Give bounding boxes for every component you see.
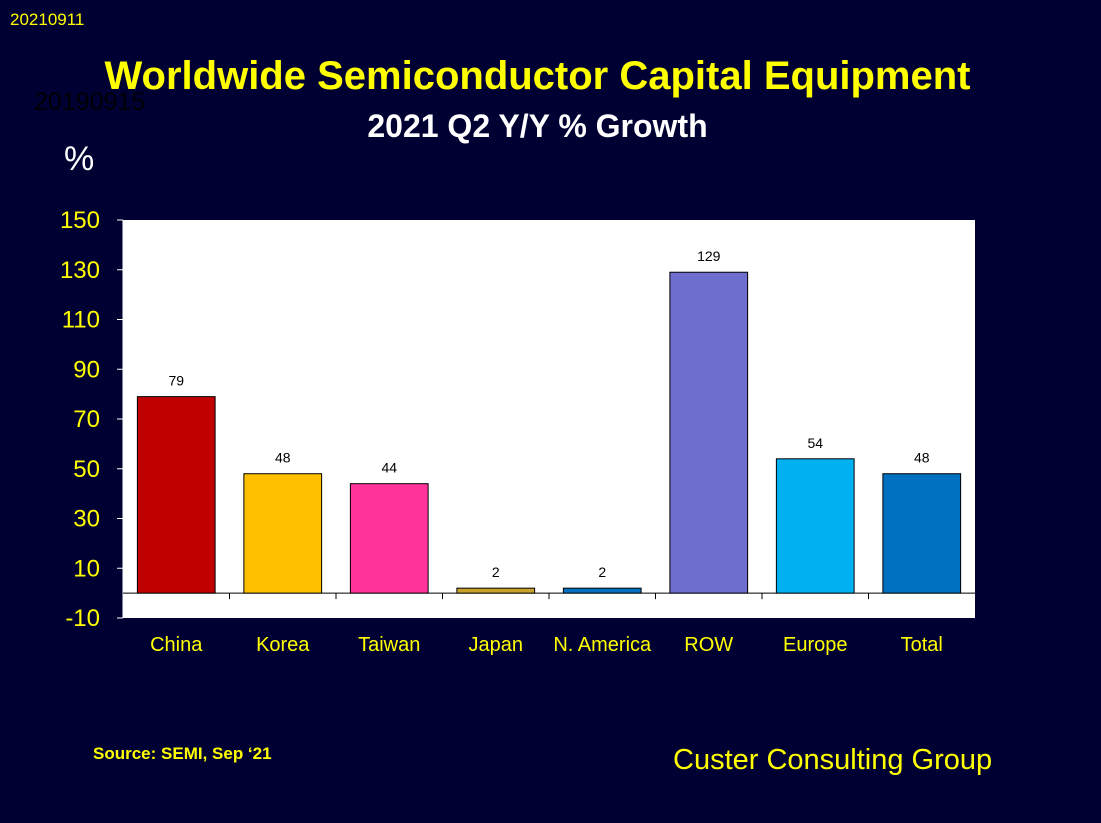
data-label: 79 bbox=[168, 373, 184, 389]
data-label: 2 bbox=[598, 564, 606, 580]
bar-taiwan bbox=[349, 483, 429, 594]
bar-japan bbox=[456, 587, 536, 594]
y-tick-label: 150 bbox=[60, 207, 100, 234]
y-tick-label: 130 bbox=[60, 257, 100, 284]
y-tick-label: 30 bbox=[73, 506, 100, 533]
x-category-label: Japan bbox=[469, 634, 524, 656]
source-note: Source: SEMI, Sep ‘21 bbox=[93, 744, 272, 763]
y-tick-label: 110 bbox=[62, 307, 100, 334]
chart-title: Worldwide Semiconductor Capital Equipmen… bbox=[104, 54, 971, 98]
bar-korea bbox=[243, 473, 323, 594]
x-category-label: Korea bbox=[256, 634, 310, 656]
x-category-label: China bbox=[150, 634, 203, 656]
credit-text: Custer Consulting Group bbox=[673, 744, 993, 776]
data-labels: 79 48 44 2 2 129 54 48 bbox=[168, 248, 929, 580]
date-stamp: 20210911 bbox=[10, 10, 85, 29]
data-label: 48 bbox=[275, 450, 291, 466]
y-tick-label: 90 bbox=[73, 356, 100, 383]
bars bbox=[136, 271, 962, 594]
y-axis-unit: % bbox=[64, 140, 95, 178]
x-category-label: ROW bbox=[684, 634, 733, 656]
ghost-date-stamp: 20190915 bbox=[34, 88, 146, 116]
x-category-label: Europe bbox=[783, 634, 848, 656]
chart-subtitle: 2021 Q2 Y/Y % Growth bbox=[367, 108, 708, 144]
bar-europe bbox=[775, 458, 855, 594]
bar-row bbox=[669, 271, 749, 594]
x-category-label: Taiwan bbox=[358, 634, 420, 656]
x-category-label: Total bbox=[901, 634, 943, 656]
bar-total bbox=[882, 473, 962, 594]
y-tick-label: 10 bbox=[73, 555, 100, 582]
y-tick-label: 50 bbox=[73, 456, 100, 483]
data-label: 129 bbox=[697, 248, 721, 264]
y-tick-label: 70 bbox=[73, 406, 100, 433]
data-label: 48 bbox=[914, 450, 930, 466]
data-label: 44 bbox=[381, 460, 397, 476]
bar-n-america bbox=[562, 587, 642, 594]
x-category-label: N. America bbox=[553, 634, 652, 656]
data-label: 54 bbox=[807, 435, 823, 451]
x-axis-categories: China Korea Taiwan Japan N. America ROW Europe… bbox=[150, 593, 943, 656]
y-tick-label: -10 bbox=[65, 605, 100, 632]
bar-china bbox=[136, 396, 216, 594]
data-label: 2 bbox=[492, 564, 500, 580]
